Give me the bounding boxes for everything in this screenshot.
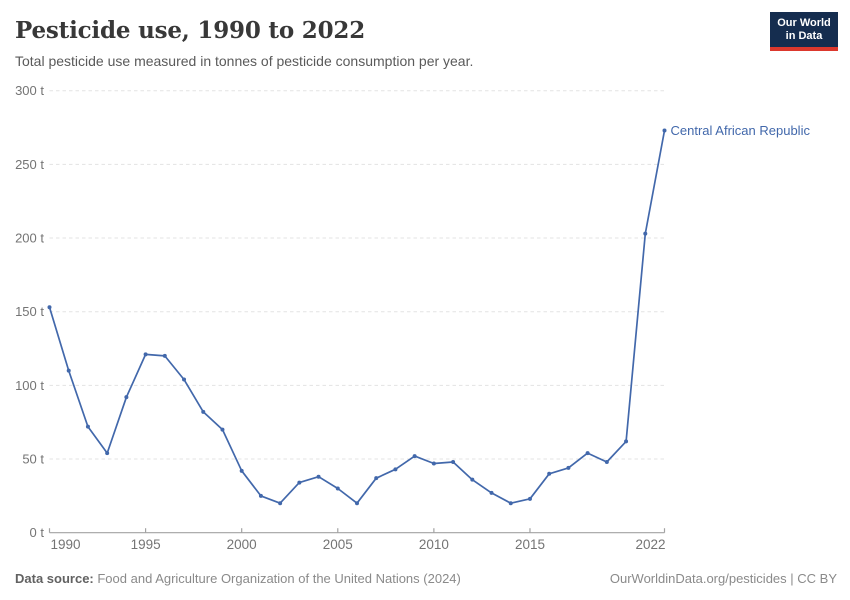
owid-logo[interactable]: Our World in Data — [770, 12, 838, 51]
data-point — [220, 427, 225, 432]
data-point — [258, 493, 263, 498]
y-axis-tick-label: 300 t — [15, 83, 44, 98]
data-point — [585, 451, 590, 456]
data-point — [412, 454, 417, 459]
x-axis-tick-label: 2005 — [323, 537, 353, 552]
data-point — [451, 459, 456, 464]
data-source-text: Food and Agriculture Organization of the… — [93, 571, 461, 586]
data-point — [643, 231, 648, 236]
y-axis-tick-label: 50 t — [22, 452, 44, 467]
data-point — [489, 490, 494, 495]
data-point — [393, 467, 398, 472]
data-point — [604, 459, 609, 464]
data-point — [624, 439, 629, 444]
data-point — [278, 501, 283, 506]
entity-label: Central African Republic — [671, 123, 811, 138]
chart-header: Pesticide use, 1990 to 2022 Total pestic… — [15, 17, 755, 69]
data-point — [162, 353, 167, 358]
data-point — [335, 486, 340, 491]
data-point — [355, 501, 359, 506]
data-point — [508, 501, 513, 506]
y-axis-tick-label: 200 t — [15, 231, 44, 246]
data-point — [297, 480, 302, 485]
data-point — [566, 465, 571, 470]
data-point — [239, 468, 244, 473]
owid-logo-line2: in Data — [785, 30, 823, 42]
data-line — [48, 129, 666, 505]
data-point — [201, 409, 206, 414]
y-axis-tick-label: 150 t — [15, 304, 44, 319]
footer-link[interactable]: OurWorldinData.org/pesticides | CC BY — [609, 571, 837, 586]
data-source-note: Data source: Food and Agriculture Organi… — [15, 571, 461, 586]
y-axis-tick-label: 0 t — [30, 525, 45, 540]
x-axis-tick-label: 2000 — [227, 537, 257, 552]
data-point — [182, 377, 187, 382]
data-point — [143, 352, 148, 357]
x-axis-tick-label: 2010 — [419, 537, 449, 552]
data-point — [470, 477, 475, 482]
x-axis-tick-label: 1990 — [51, 537, 81, 552]
data-point — [47, 305, 52, 310]
chart-footer: Data source: Food and Agriculture Organi… — [15, 571, 837, 586]
data-point — [431, 461, 436, 466]
data-point — [374, 476, 379, 481]
data-point — [66, 368, 71, 373]
x-axis-tick-label: 2015 — [515, 537, 545, 552]
data-point — [316, 474, 321, 479]
chart-subtitle: Total pesticide use measured in tonnes o… — [15, 53, 474, 69]
y-axis-tick-label: 250 t — [15, 157, 44, 172]
data-point — [662, 128, 667, 133]
data-point — [124, 395, 129, 400]
data-point — [527, 496, 532, 501]
owid-logo-line1: Our World — [777, 17, 831, 29]
data-point — [85, 424, 90, 429]
data-point — [105, 451, 110, 456]
x-axis-tick-label: 2022 — [635, 537, 665, 552]
data-point — [547, 471, 552, 476]
x-axis-tick-label: 1995 — [131, 537, 161, 552]
data-source-label: Data source: — [15, 571, 94, 586]
page-title: Pesticide use, 1990 to 2022 — [15, 17, 366, 44]
y-axis-tick-label: 100 t — [15, 378, 44, 393]
